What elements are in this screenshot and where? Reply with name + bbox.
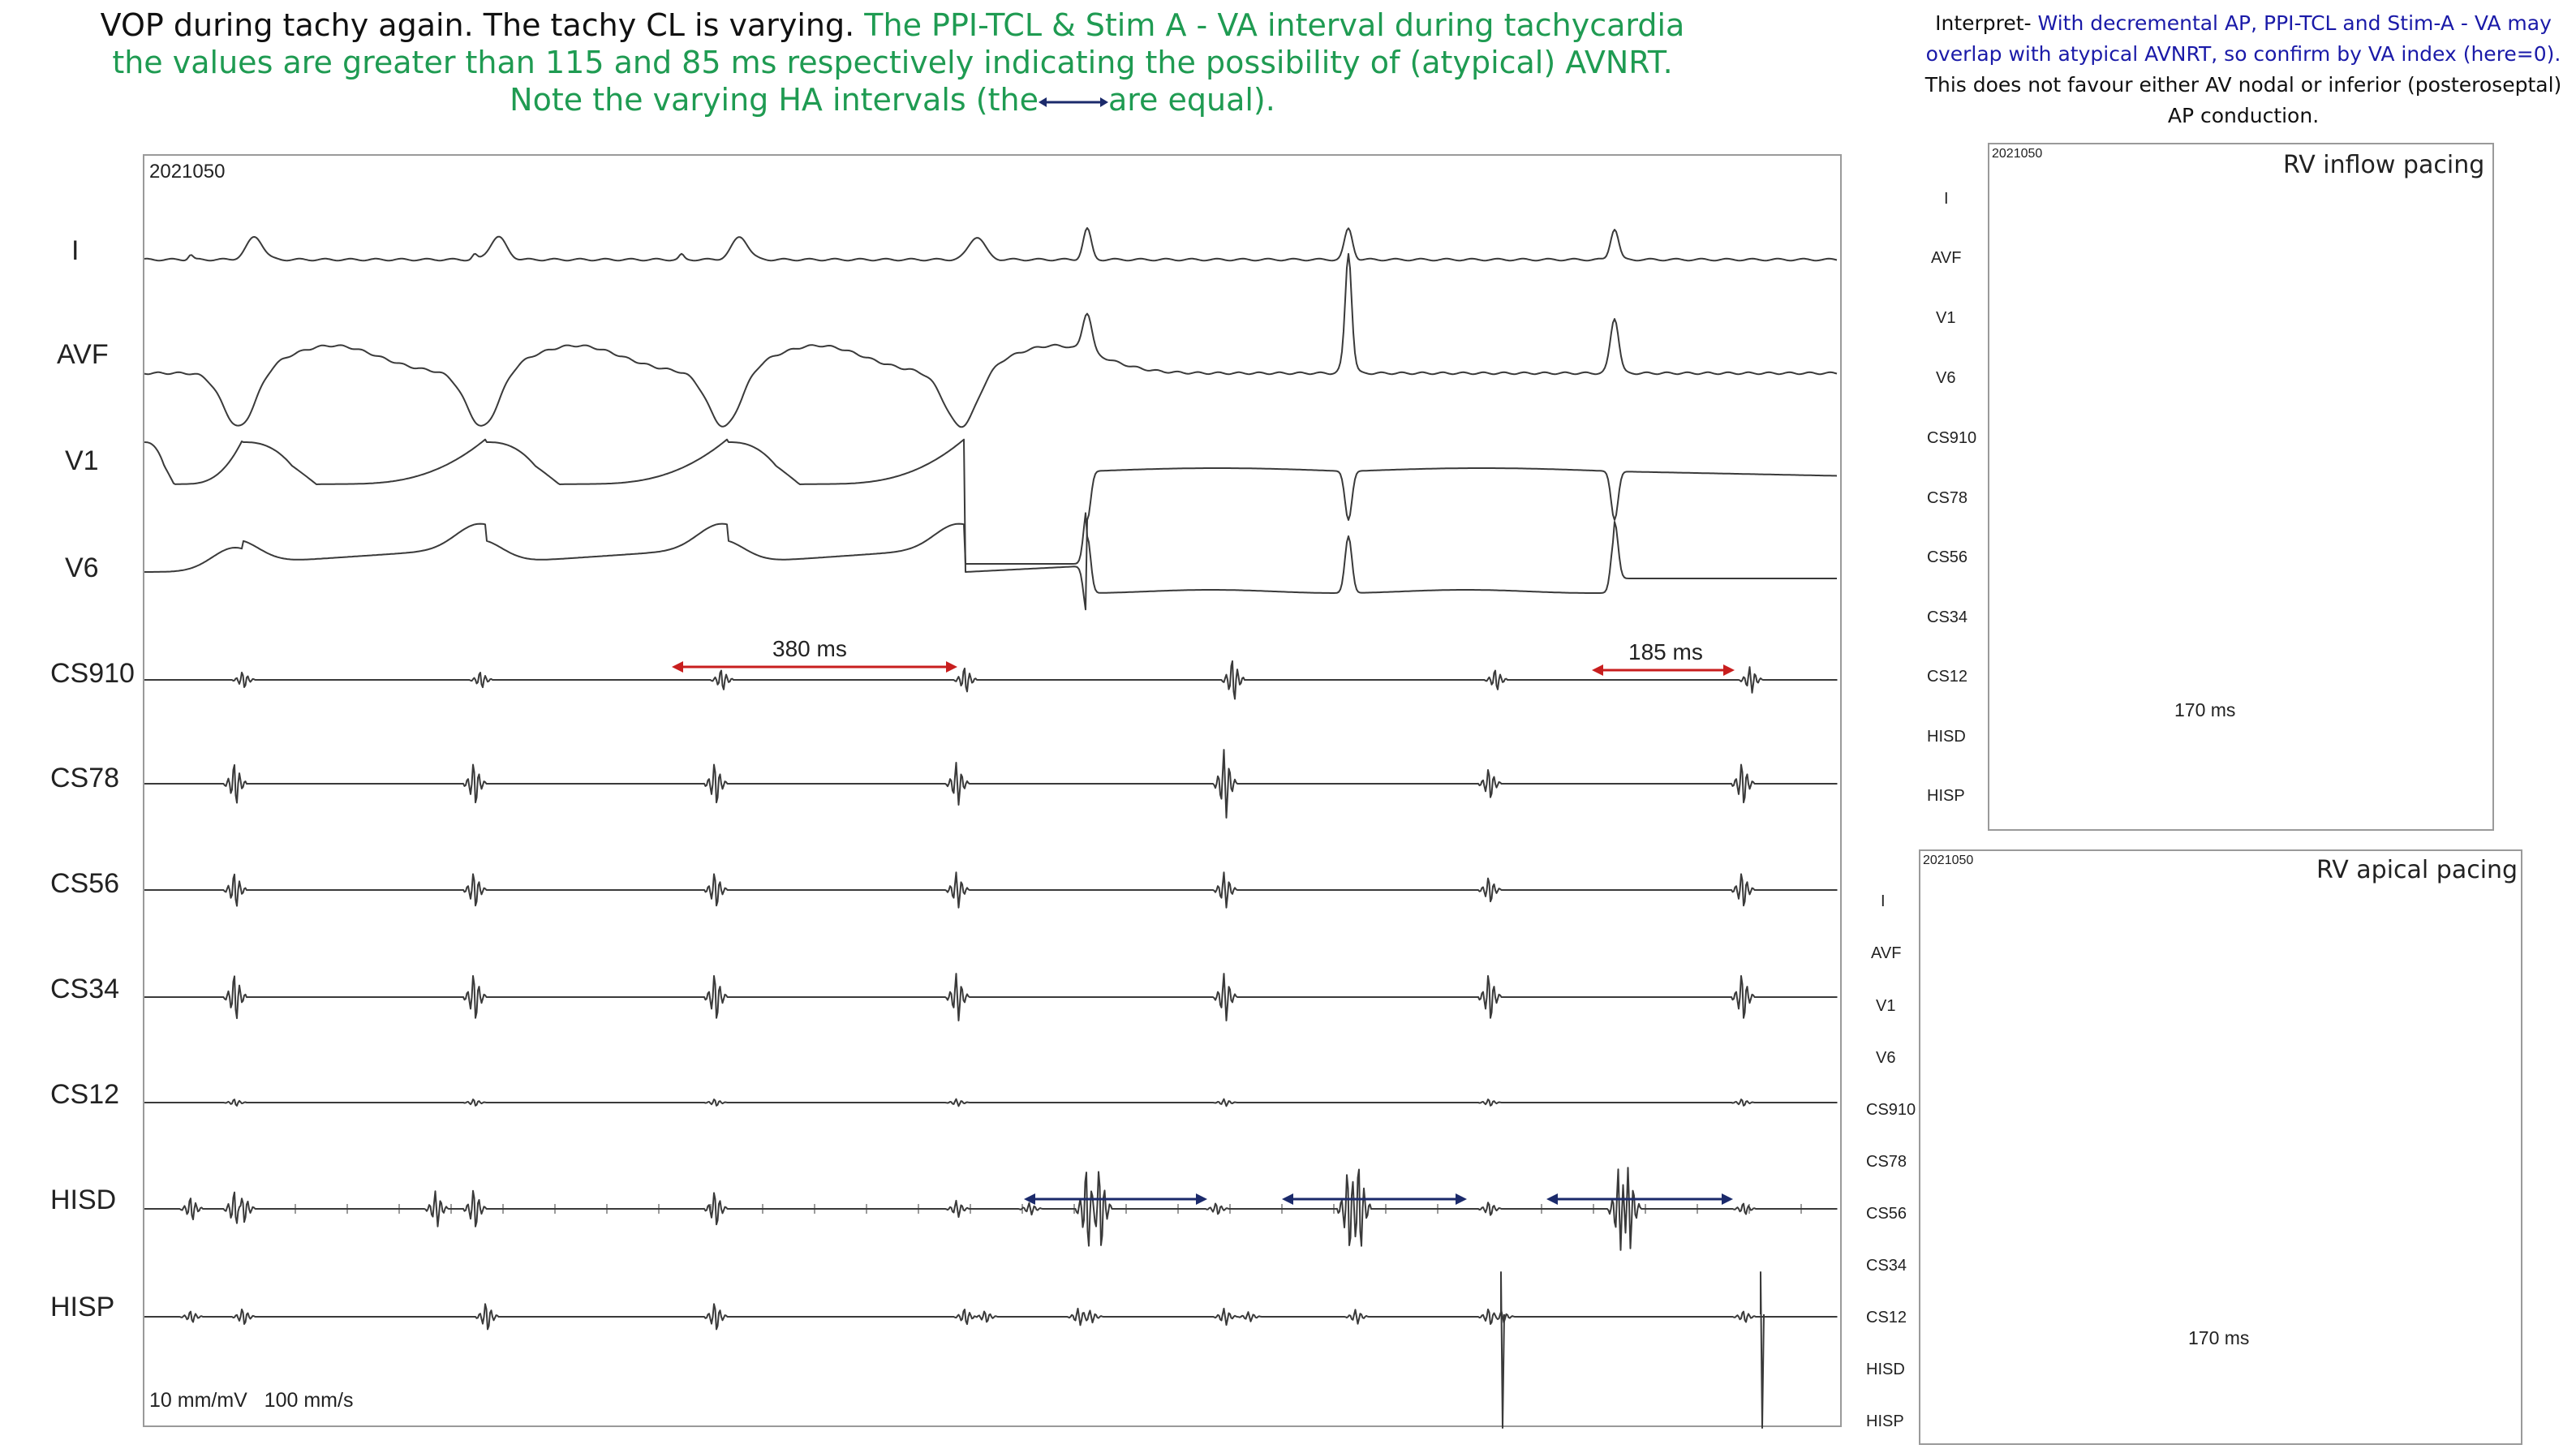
trace-main-CS910 [144, 660, 1838, 700]
rv-apical-panel: 2021050 [1919, 849, 2522, 1445]
rv-inflow-panel: 2021050 [1988, 143, 2494, 831]
trace-main-HISD [144, 1167, 1838, 1251]
header-line-1-black: VOP during tachy again. The tachy CL is … [100, 7, 865, 43]
header-line-3: Note the varying HA intervals (the are eq… [0, 81, 1785, 118]
inflow-panel-id: 2021050 [1992, 147, 2043, 161]
main-hisp-pace-spike-2 [1760, 1271, 1765, 1429]
lead-label-V6: V6 [65, 553, 99, 583]
apical-lead-HISP: HISP [1866, 1412, 1904, 1430]
inflow-lead-AVF: AVF [1931, 249, 1962, 267]
inflow-lead-CS78: CS78 [1927, 489, 1968, 507]
apical-lead-CS56: CS56 [1866, 1205, 1907, 1223]
main-panel-scale: 10 mm/mV 100 mm/s [149, 1389, 354, 1412]
apical-lead-V1: V1 [1876, 997, 1896, 1015]
interp-prefix: Interpret- [1935, 11, 2038, 35]
apical-lead-V6: V6 [1876, 1049, 1896, 1067]
lead-label-CS34: CS34 [50, 974, 120, 1004]
header-line-3-a: Note the varying HA intervals (the [510, 82, 1039, 118]
trace-main-CS34 [144, 973, 1838, 1021]
lead-label-CS910: CS910 [50, 658, 135, 689]
main-ecg-panel: 2021050 10 mm/mV 100 mm/s [143, 154, 1842, 1427]
measure-380-label: 380 ms [772, 636, 847, 661]
lead-label-I: I [71, 235, 80, 266]
apical-lead-CS910: CS910 [1866, 1101, 1916, 1119]
lead-label-CS56: CS56 [50, 868, 120, 899]
header-line-1-green: The PPI-TCL & Stim A - VA interval durin… [864, 7, 1685, 43]
header-text: VOP during tachy again. The tachy CL is … [0, 6, 1785, 128]
ha-arrow-3 [1546, 1193, 1733, 1205]
main-panel-id: 2021050 [149, 161, 226, 183]
ha-arrow-1 [1024, 1193, 1207, 1205]
lead-label-V1: V1 [65, 445, 99, 476]
interpretation-text: Interpret- With decremental AP, PPI-TCL … [1911, 8, 2576, 131]
measure-380-arrow [672, 661, 957, 673]
apical-lead-CS78: CS78 [1866, 1153, 1907, 1171]
inflow-lead-HISP: HISP [1927, 787, 1965, 805]
trace-main-V6 [144, 512, 1837, 594]
trace-main-CS12 [144, 1098, 1838, 1107]
apical-lead-CS12: CS12 [1866, 1309, 1907, 1326]
inflow-lead-I: I [1944, 190, 1949, 208]
inflow-lead-HISD: HISD [1927, 728, 1966, 746]
measure-185-arrow [1592, 664, 1735, 676]
trace-main-I [144, 227, 1838, 262]
trace-main-AVF [144, 252, 1838, 428]
header-line-1: VOP during tachy again. The tachy CL is … [0, 6, 1785, 44]
inflow-lead-CS910: CS910 [1927, 429, 1977, 447]
header-line-2: the values are greater than 115 and 85 m… [112, 45, 1673, 80]
apical-lead-AVF: AVF [1871, 944, 1902, 962]
trace-main-CS78 [144, 749, 1838, 819]
lead-label-HISP: HISP [50, 1292, 115, 1322]
inflow-panel-title: RV inflow pacing [2283, 151, 2485, 179]
apical-panel-title: RV apical pacing [2316, 856, 2518, 884]
main-hisp-pace-spike-1 [1500, 1271, 1505, 1429]
trace-main-HISP [144, 1303, 1838, 1331]
header-line-3-b: are equal). [1107, 82, 1275, 118]
apical-lead-I: I [1881, 892, 1886, 910]
inflow-lead-V1: V1 [1936, 309, 1956, 327]
lead-label-HISD: HISD [50, 1185, 117, 1215]
inflow-lead-CS56: CS56 [1927, 548, 1968, 566]
trace-main-CS56 [144, 871, 1838, 909]
inflow-lead-CS34: CS34 [1927, 608, 1968, 626]
ha-equal-arrow-icon [1038, 94, 1108, 110]
inflow-measure-label: 170 ms [2174, 699, 2236, 720]
apical-measure-label: 170 ms [2188, 1327, 2250, 1348]
inflow-lead-CS12: CS12 [1927, 668, 1968, 686]
apical-lead-CS34: CS34 [1866, 1257, 1907, 1275]
trace-main-V1 [144, 438, 1838, 611]
interp-blue: With decremental AP, PPI-TCL and Stim-A … [1925, 11, 2561, 66]
measure-185-label: 185 ms [1628, 639, 1703, 664]
ha-arrow-2 [1282, 1193, 1467, 1205]
inflow-lead-V6: V6 [1936, 369, 1956, 387]
apical-panel-id: 2021050 [1923, 853, 1974, 867]
lead-label-AVF: AVF [57, 339, 109, 370]
lead-label-CS12: CS12 [50, 1079, 120, 1110]
interp-black: This does not favour either AV nodal or … [1924, 73, 2562, 127]
lead-label-CS78: CS78 [50, 763, 120, 793]
apical-lead-HISD: HISD [1866, 1361, 1905, 1378]
